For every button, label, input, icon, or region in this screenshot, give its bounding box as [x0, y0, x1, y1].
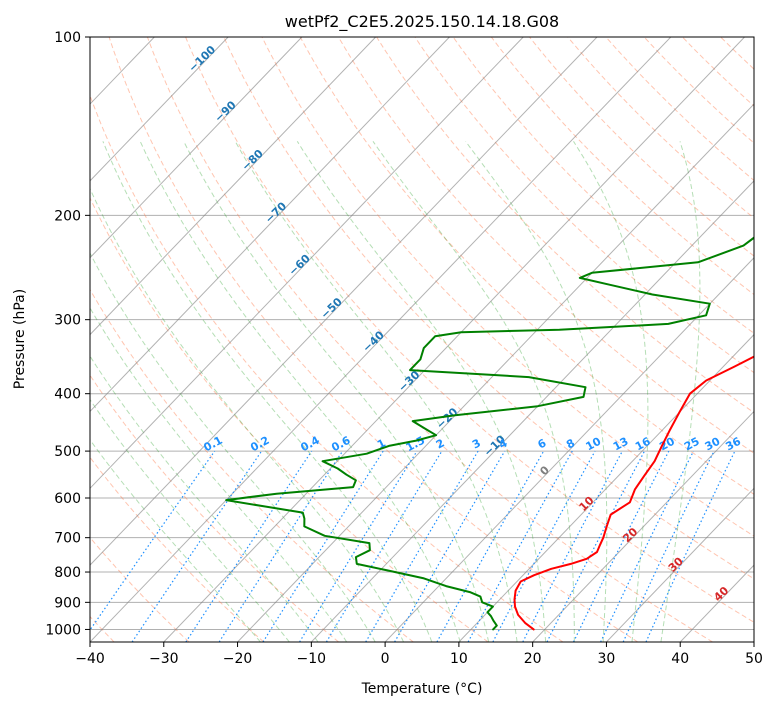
- isotherm-line: [90, 37, 672, 642]
- dry-adiabat: [337, 37, 754, 454]
- isotherm-line: [90, 37, 598, 566]
- isotherm-line: [90, 37, 377, 336]
- dry-adiabat: [90, 536, 190, 642]
- x-tick-label: −10: [297, 651, 327, 667]
- dry-adiabat: [490, 37, 754, 296]
- moist-adiabat: [90, 355, 319, 642]
- isotherm-line: [606, 487, 754, 642]
- moist-adiabat: [90, 439, 261, 642]
- plot-frame: [89, 36, 755, 643]
- mixing-ratio-line: [299, 450, 418, 642]
- x-axis-ticks: −40 −30 −20 −10 0 10 20 30 40 50: [75, 642, 763, 667]
- dry-adiabat: [223, 37, 754, 580]
- dry-adiabat: [146, 37, 713, 642]
- isotherm-line: [90, 37, 229, 182]
- x-tick-label: −20: [223, 651, 253, 667]
- x-tick-label: 40: [671, 651, 689, 667]
- y-tick-label: 300: [54, 313, 81, 329]
- dry-adiabat: [376, 37, 754, 414]
- y-axis-ticks: 100 200 300 400 500 600 700 800 900 1000: [45, 30, 90, 638]
- moist-adiabat: [90, 307, 348, 642]
- mixing-ratio-line: [185, 450, 313, 642]
- x-tick-label: 10: [450, 651, 468, 667]
- mixing-ratio-line: [436, 450, 545, 642]
- pressure-gridlines: [90, 37, 754, 630]
- moist-adiabat: [90, 187, 405, 642]
- isotherm-line: [163, 37, 745, 642]
- mixing-ratio-label: 10: [584, 435, 604, 454]
- y-tick-label: 100: [54, 30, 81, 46]
- moist-adiabat: [183, 141, 490, 642]
- dry-adiabat: [90, 94, 564, 642]
- dry-adiabat: [108, 37, 639, 642]
- x-tick-label: −40: [75, 651, 105, 667]
- moist-adiabat: [90, 398, 290, 642]
- moist-adiabat: [102, 141, 433, 642]
- temperature-profile-line: [513, 355, 754, 631]
- moist-adiabat: [90, 252, 376, 642]
- mixing-ratio-label: 20: [657, 435, 677, 454]
- y-tick-label: 1000: [45, 622, 81, 638]
- y-tick-label: 800: [54, 565, 81, 581]
- chart-title: wetPf2_C2E5.2025.150.14.18.G08: [285, 12, 559, 32]
- mixing-ratio-label: 25: [682, 435, 702, 454]
- mixing-ratio-lines: [90, 450, 736, 642]
- x-tick-label: 0: [381, 651, 390, 667]
- y-axis-title: Pressure (hPa): [12, 289, 28, 389]
- mixing-ratio-line: [325, 450, 443, 642]
- moist-adiabat: [465, 141, 608, 642]
- isotherm-line: [90, 37, 450, 413]
- mixing-ratio-line: [262, 450, 384, 642]
- dry-adiabat: [90, 196, 489, 642]
- dry-adiabat: [90, 456, 265, 642]
- dry-adiabat: [452, 37, 754, 334]
- y-tick-label: 700: [54, 531, 81, 547]
- y-tick-label: 900: [54, 595, 81, 611]
- x-tick-label: 20: [524, 651, 542, 667]
- moist-adiabat: [234, 141, 518, 642]
- mixing-ratio-label: 36: [723, 435, 743, 454]
- mixing-ratio-line: [131, 450, 263, 642]
- mixing-ratio-line: [546, 450, 646, 642]
- moist-adiabat: [372, 141, 575, 642]
- x-tick-label: −30: [149, 651, 179, 667]
- mixing-ratio-line: [492, 450, 596, 642]
- x-tick-label: 50: [745, 651, 763, 667]
- mixing-ratio-line: [90, 450, 216, 632]
- mixing-ratio-line: [218, 450, 344, 642]
- mixing-ratio-label: 13: [611, 435, 631, 454]
- x-tick-label: 30: [598, 651, 616, 667]
- moist-adiabat: [139, 141, 461, 642]
- isotherm-line: [90, 37, 303, 259]
- isotherm-line: [90, 37, 524, 490]
- mixing-ratio-line: [572, 450, 670, 642]
- skewed-isotherms: [90, 37, 754, 642]
- dry-adiabat: [299, 37, 754, 495]
- mixing-ratio-label: 16: [633, 435, 653, 454]
- y-tick-label: 200: [54, 208, 81, 224]
- isotherm-line: [237, 103, 754, 642]
- isotherm-line: [384, 257, 754, 642]
- mixing-ratio-label: 30: [703, 435, 723, 454]
- y-tick-label: 400: [54, 387, 81, 403]
- moist-adiabat: [660, 141, 701, 642]
- isotherm-line: [532, 410, 754, 642]
- isotherm-line: [458, 333, 754, 642]
- mixing-ratio-line: [467, 450, 573, 642]
- isotherm-line: [310, 180, 754, 642]
- y-tick-label: 500: [54, 444, 81, 460]
- y-tick-label: 600: [54, 491, 81, 507]
- profile-series: [225, 236, 754, 631]
- x-axis-title: Temperature (°C): [361, 681, 483, 697]
- dewpoint-profile-line: [225, 236, 754, 631]
- dry-adiabat: [185, 37, 754, 623]
